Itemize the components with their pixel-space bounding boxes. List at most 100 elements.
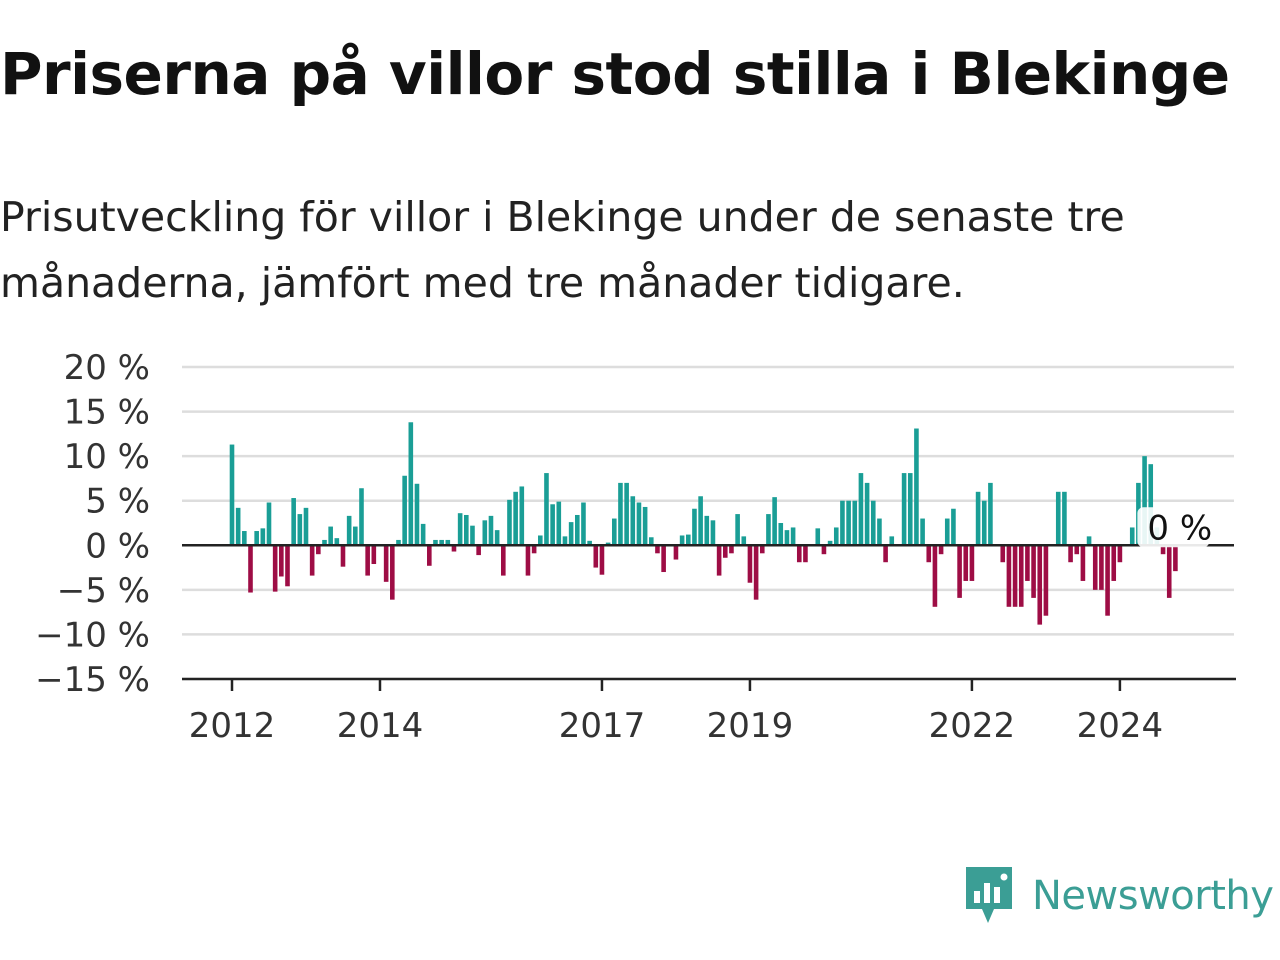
bar-negative [1031, 545, 1036, 598]
bar-negative [1000, 545, 1006, 563]
bar-positive [685, 534, 691, 546]
bar-positive [291, 498, 296, 546]
bar-positive [951, 508, 956, 546]
bar-positive [260, 528, 266, 546]
bar-negative [340, 545, 346, 567]
bar-positive [396, 539, 401, 546]
bar-negative [1012, 545, 1018, 607]
y-tick-label: −5 % [57, 571, 150, 611]
bar-positive [328, 526, 333, 546]
bar-positive [457, 513, 463, 546]
bar-negative [1043, 545, 1049, 616]
bar-negative [716, 545, 722, 576]
bar-positive [815, 528, 821, 546]
bar-positive [550, 504, 555, 546]
bar-positive [636, 502, 642, 546]
bar-negative [531, 545, 537, 554]
bar-positive [1129, 527, 1135, 546]
bar-positive [975, 491, 981, 546]
bar-chart: 20 %15 %10 %5 %0 %−5 %−10 %−15 %2012 2014… [35, 348, 1236, 746]
bar-negative [1074, 545, 1080, 555]
x-tick-label: 2019 [707, 706, 794, 746]
bar-positive [235, 507, 241, 546]
bar-positive [353, 526, 358, 546]
bar-negative [1117, 545, 1123, 563]
bar-positive [1148, 464, 1154, 546]
bar-negative [661, 545, 666, 573]
bar-positive [562, 536, 568, 546]
bar-positive [507, 499, 512, 546]
y-tick-label: −15 % [35, 660, 150, 700]
bar-negative [1092, 545, 1098, 590]
bar-negative [365, 545, 370, 576]
bar-positive [907, 473, 913, 546]
end-value-label: 0 % [1147, 508, 1212, 548]
bar-negative [938, 545, 944, 555]
bar-positive [624, 482, 629, 546]
x-tick-label: 2022 [929, 706, 1016, 746]
chart-title: Priserna på villor stod stilla i Bleking… [0, 40, 1230, 108]
bar-negative [1099, 545, 1104, 590]
bar-negative [501, 545, 506, 576]
bar-positive [254, 531, 259, 546]
bar-positive [981, 500, 987, 546]
bar-positive [266, 502, 272, 546]
bar-negative [371, 545, 377, 565]
bar-negative [803, 545, 808, 563]
bar-positive [766, 514, 771, 546]
bar-positive [840, 500, 845, 546]
bar-positive [538, 535, 543, 546]
bar-positive [519, 486, 525, 546]
bar-positive [852, 500, 858, 546]
bar-positive [889, 536, 895, 546]
bar-positive [877, 518, 882, 546]
bar-positive [741, 536, 747, 546]
y-tick-label: 20 % [64, 348, 150, 388]
bar-negative [1166, 545, 1172, 598]
x-tick-label: 2012 [189, 706, 276, 746]
bar-positive [901, 473, 907, 546]
bar-negative [926, 545, 932, 563]
bar-negative [1037, 545, 1043, 625]
bar-negative [1068, 545, 1073, 563]
bar-positive [544, 473, 549, 546]
bar-positive [735, 514, 740, 546]
bar-positive [864, 482, 870, 546]
bar-positive [470, 525, 475, 546]
x-tick-label: 2014 [337, 706, 424, 746]
bar-positive [488, 515, 494, 546]
bar-positive [790, 527, 796, 546]
bar-positive [827, 540, 833, 546]
bar-positive [784, 530, 790, 546]
x-tick-label: 2017 [559, 706, 646, 746]
bar-positive [698, 496, 703, 546]
bar-negative [279, 545, 284, 577]
bar-negative [1018, 545, 1024, 607]
bar-positive [692, 508, 697, 546]
bar-positive [778, 523, 784, 546]
bar-positive [846, 500, 851, 546]
bar-positive [414, 483, 420, 546]
bar-positive [605, 542, 611, 546]
brand-name: Newsworthy [1032, 873, 1274, 919]
bar-negative [655, 545, 660, 554]
bar-negative [1080, 545, 1086, 581]
bar-positive [303, 507, 309, 546]
bar-positive [920, 518, 925, 546]
bar-negative [963, 545, 969, 581]
bar-positive [858, 473, 864, 546]
bar-negative [599, 545, 605, 575]
bar-negative [796, 545, 802, 563]
bar-negative [1173, 545, 1178, 572]
bar-positive [870, 500, 876, 546]
x-tick-label: 2024 [1077, 706, 1164, 746]
bar-positive [772, 497, 777, 546]
bar-positive [581, 502, 586, 546]
bar-negative [309, 545, 315, 576]
bar-negative [1006, 545, 1012, 607]
bar-positive [445, 539, 451, 546]
bar-negative [476, 545, 481, 556]
y-tick-label: 0 % [85, 526, 150, 566]
bar-negative [525, 545, 531, 576]
bar-positive [704, 515, 710, 546]
